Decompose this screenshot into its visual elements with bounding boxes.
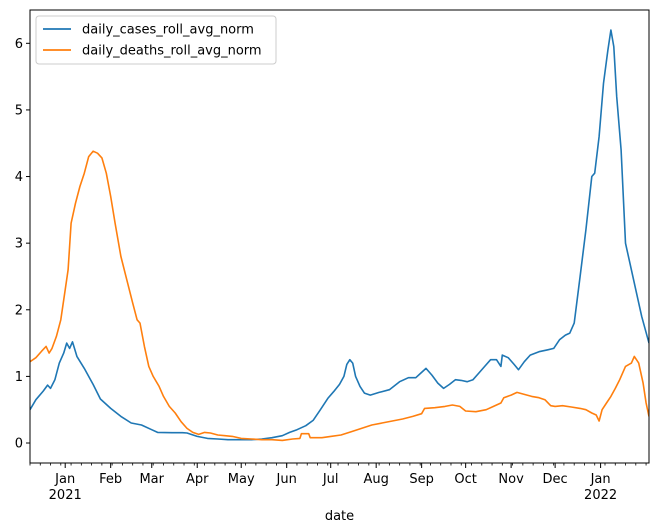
y-tick-label: 3 (15, 237, 23, 252)
plot-area (29, 9, 650, 464)
series-layer (30, 29, 649, 442)
series-line-deaths (30, 150, 649, 442)
y-tick-label: 2 (15, 303, 23, 318)
x-tick-label: Nov (498, 472, 524, 487)
x-tick-label: May (228, 472, 255, 487)
x-tick-label: Oct (454, 472, 476, 487)
x-tick-label: Sep (409, 472, 434, 487)
y-tick-label: 6 (15, 37, 23, 52)
x-tick-sublabel: 2022 (584, 488, 617, 503)
legend-label-cases: daily_cases_roll_avg_norm (82, 23, 254, 38)
x-tick-label: Feb (99, 472, 122, 487)
legend-label-deaths: daily_deaths_roll_avg_norm (82, 44, 262, 59)
plot-frame (29, 9, 650, 464)
y-tick-label: 5 (15, 103, 23, 118)
x-tick-label: Aug (363, 472, 388, 487)
legend-box (35, 15, 277, 65)
x-tick-label: Dec (543, 472, 568, 487)
y-tick-label: 4 (15, 170, 23, 185)
series-line-cases (30, 29, 649, 441)
x-tick-label: Jan (54, 472, 75, 487)
x-tick-label: Jun (276, 472, 297, 487)
x-tick-sublabel: 2021 (49, 488, 82, 503)
x-axis-label: date (325, 509, 354, 524)
y-tick-label: 0 (15, 437, 23, 452)
x-tick-label: Apr (186, 472, 209, 487)
y-tick-label: 1 (15, 370, 23, 385)
x-tick-label: Jan (590, 472, 611, 487)
y-axis: 0 1 2 3 4 5 6 (15, 37, 30, 452)
x-tick-label: Jul (322, 472, 339, 487)
legend: daily_cases_roll_avg_norm daily_deaths_r… (35, 15, 277, 65)
x-tick-label: Mar (139, 472, 164, 487)
